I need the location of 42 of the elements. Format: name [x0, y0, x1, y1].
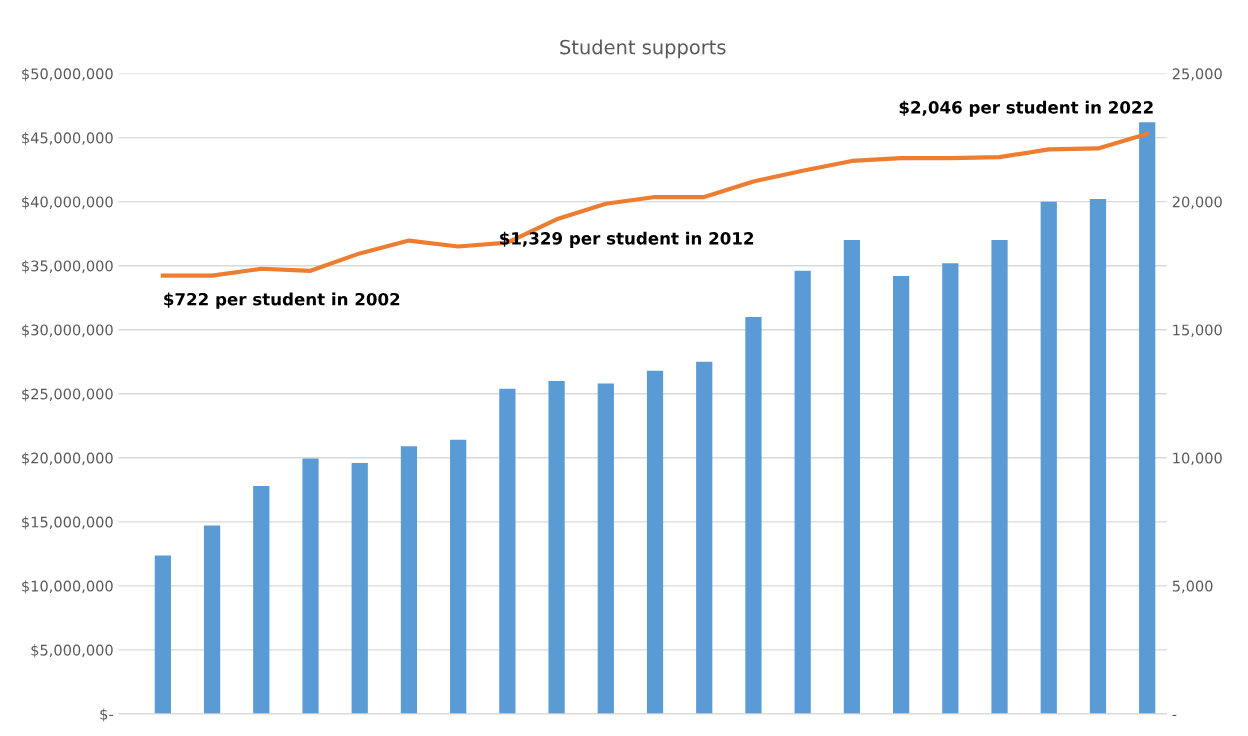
- y-tick-label: $35,000,000: [22, 260, 113, 274]
- bar: [892, 275, 910, 714]
- bar: [597, 383, 614, 714]
- bar: [548, 380, 565, 714]
- bar: [154, 555, 171, 714]
- y-tick-label: $30,000,000: [22, 324, 113, 338]
- bar: [843, 240, 861, 714]
- y2-tick-label: -: [1172, 714, 1177, 717]
- y-tick-label: $-: [100, 708, 113, 722]
- bar: [499, 388, 516, 714]
- annotation: $2,046 per student in 2022: [899, 100, 1153, 117]
- bar: [203, 525, 221, 714]
- bar: [1040, 201, 1057, 714]
- y2-tick-label: 5,000: [1172, 580, 1213, 594]
- bar: [696, 361, 713, 714]
- bar: [302, 458, 319, 714]
- bar: [1139, 122, 1156, 714]
- chart-title: Student supports: [560, 39, 726, 59]
- bar: [646, 370, 664, 714]
- y-tick-label: $5,000,000: [31, 644, 113, 658]
- bar: [351, 462, 368, 714]
- bar: [1089, 199, 1107, 714]
- y-tick-label: $20,000,000: [22, 452, 113, 466]
- bar: [794, 270, 811, 714]
- bar: [450, 439, 467, 714]
- y-tick-label: $45,000,000: [22, 132, 113, 146]
- bar: [745, 316, 762, 714]
- line-series: [160, 131, 1150, 278]
- bar: [942, 263, 959, 714]
- y2-tick-label: 20,000: [1172, 196, 1222, 209]
- bar: [991, 240, 1008, 714]
- y2-tick-label: 10,000: [1173, 452, 1222, 466]
- y-tick-label: $10,000,000: [22, 580, 113, 594]
- y2-tick-label: 15,000: [1173, 324, 1222, 337]
- bar: [400, 446, 418, 714]
- y-tick-label: $25,000,000: [22, 388, 113, 402]
- annotation: $722 per student in 2002: [164, 292, 400, 309]
- y-tick-label: $15,000,000: [22, 516, 113, 530]
- y-tick-label: $50,000,000: [22, 68, 113, 82]
- y-tick-label: $40,000,000: [22, 196, 113, 210]
- y2-tick-label: 25,000: [1172, 68, 1222, 81]
- bar: [253, 485, 270, 714]
